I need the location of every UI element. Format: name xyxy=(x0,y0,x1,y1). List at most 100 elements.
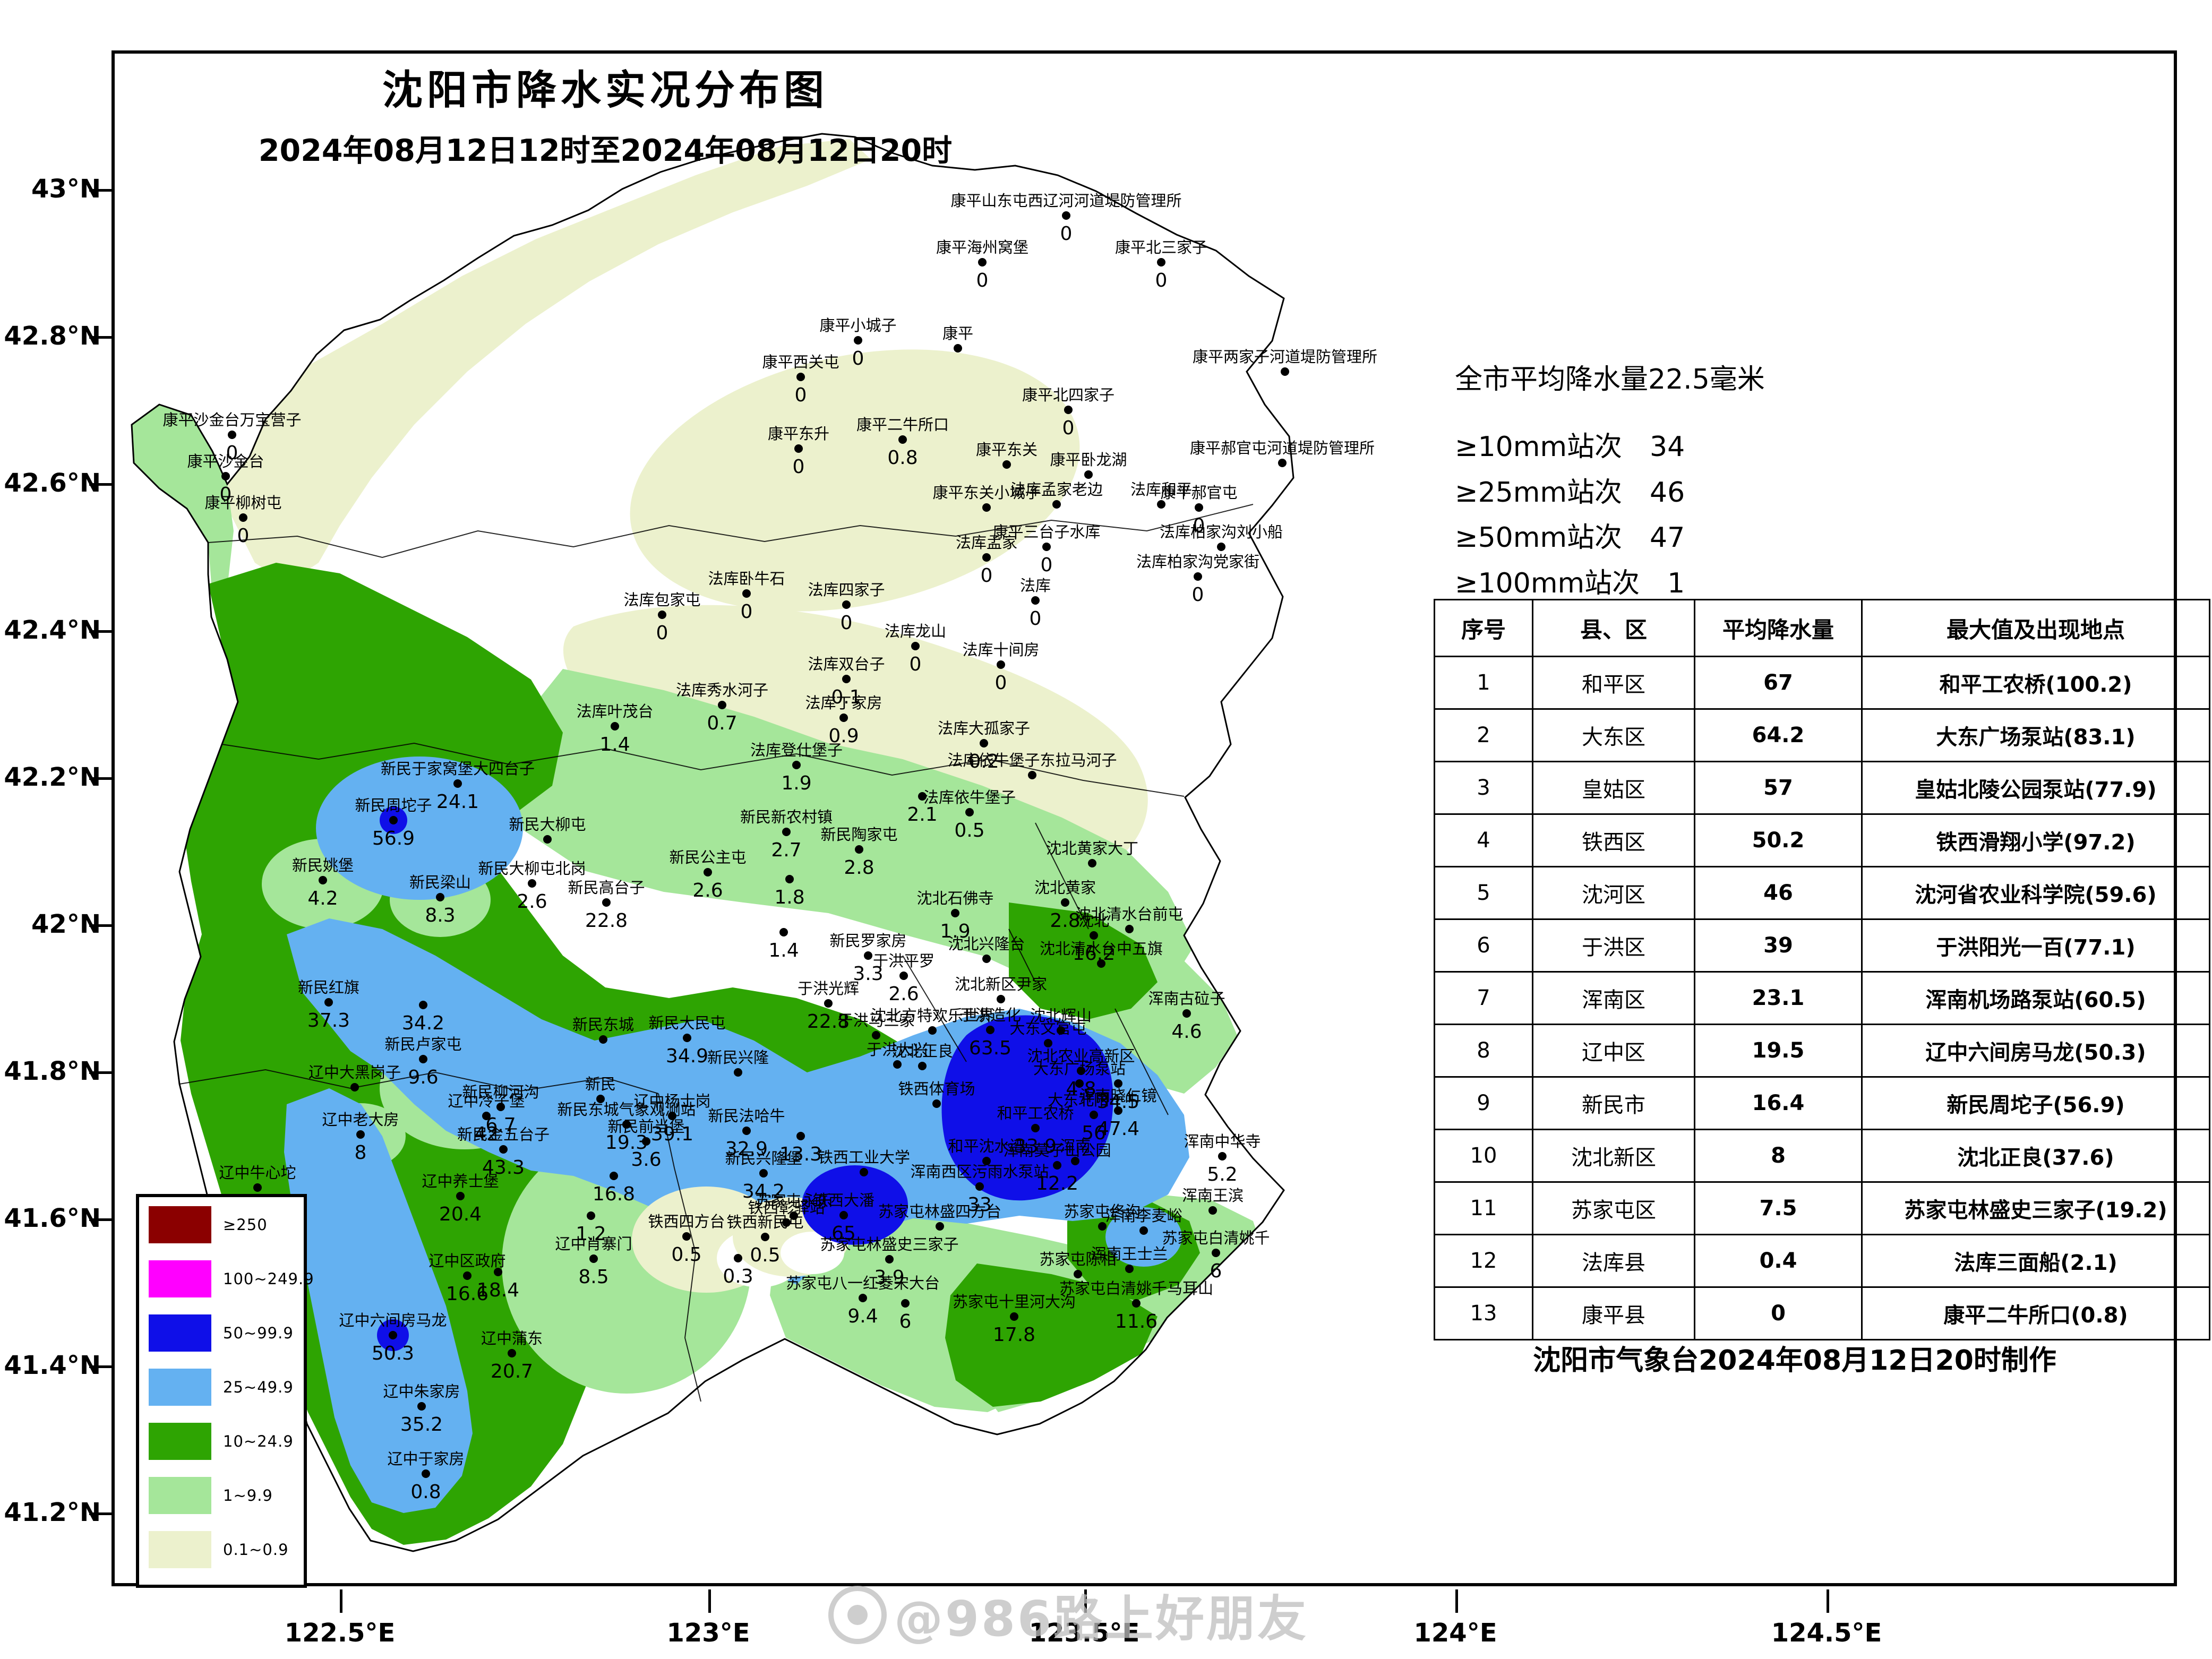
legend-swatch xyxy=(149,1206,211,1243)
station-dot xyxy=(642,1137,650,1146)
avg-precip-cell: 8 xyxy=(1694,1129,1863,1183)
station-dot xyxy=(1084,470,1093,479)
station: 新民于家窝堡大四台子 24.1 xyxy=(381,760,535,813)
station-name: 沈北新区尹家 xyxy=(955,975,1047,993)
station: 新民陶家屯 2.8 xyxy=(820,826,897,879)
station: 康平卧龙湖 xyxy=(1050,451,1127,479)
station-dot xyxy=(759,1169,768,1177)
station-value: 0 xyxy=(1193,515,1205,537)
station-name: 康平卧龙湖 xyxy=(1050,451,1127,469)
station: 新民东城 xyxy=(572,1016,634,1044)
station-value: 63.5 xyxy=(969,1037,1011,1059)
station-value: 56 xyxy=(1082,1122,1106,1144)
station: 和平工农桥 33.9 xyxy=(997,1104,1074,1157)
station-dot xyxy=(718,701,726,709)
station-dot xyxy=(1097,959,1105,968)
station-name: 新民梁山 xyxy=(409,873,471,891)
station-value: 8.3 xyxy=(425,905,455,926)
station-value: 65 xyxy=(831,1223,856,1244)
station-name: 法库柏家沟刘小船 xyxy=(1160,523,1283,541)
station-dot xyxy=(419,1001,427,1009)
station: 于洪光辉 22.8 xyxy=(798,979,859,1033)
station-dot xyxy=(928,1026,937,1035)
station-dot xyxy=(456,1192,465,1200)
station-dot xyxy=(1139,1226,1148,1235)
table-row: 12 法库县 0.4 法库三面船(2.1) xyxy=(1434,1234,2210,1288)
legend-swatch xyxy=(149,1531,211,1568)
station-value: 3.6 xyxy=(631,1149,661,1171)
station: 辽中杨士岗 39.1 xyxy=(633,1092,710,1145)
station: 新民梁山 8.3 xyxy=(409,873,471,926)
legend-swatch xyxy=(149,1423,211,1460)
lat-tick-label: 42.8°N xyxy=(4,321,101,351)
station-dot xyxy=(936,1222,944,1231)
station-name: 康平 xyxy=(942,324,973,342)
station-name: 法库包家屯 xyxy=(623,591,700,609)
seq-cell: 4 xyxy=(1434,813,1533,867)
station-dot xyxy=(1125,925,1134,933)
station: 沈北方特欢乐世界 xyxy=(871,1007,994,1035)
station: 苏家屯永乐 xyxy=(755,1192,833,1220)
lat-tick-label: 41.4°N xyxy=(4,1351,101,1380)
max-location-cell: 沈北正良(37.6) xyxy=(1861,1129,2210,1183)
station-dot xyxy=(742,589,751,598)
station-name: 辽中养士堡 xyxy=(422,1172,499,1190)
station: 浑南晓仁镜 47.4 xyxy=(1079,1087,1156,1140)
station-dot xyxy=(587,1211,595,1220)
station-value: 43.3 xyxy=(482,1157,525,1179)
station: 法库大孤家子 0.2 xyxy=(938,719,1030,772)
legend-label: 50~99.9 xyxy=(223,1324,294,1342)
station-value: 9.4 xyxy=(847,1305,878,1327)
district-cell: 苏家屯区 xyxy=(1532,1181,1695,1235)
station: 新民红旗 37.3 xyxy=(298,978,359,1031)
station: 康平郝官屯河道堤防管理所 xyxy=(1190,439,1375,467)
station-dot xyxy=(1212,1249,1220,1257)
table-row: 10 沈北新区 8 沈北正良(37.6) xyxy=(1434,1129,2210,1183)
station: 苏家屯陈相 xyxy=(1039,1250,1117,1278)
station-dot xyxy=(324,998,333,1007)
station-dot xyxy=(854,336,862,345)
station-value: 2.7 xyxy=(771,839,801,861)
station-value: 50.3 xyxy=(372,1343,414,1364)
legend-label: 1~9.9 xyxy=(223,1486,273,1505)
station-value: 34.2 xyxy=(742,1181,785,1202)
station: 苏家屯白清姚千马耳山 11.6 xyxy=(1059,1279,1213,1333)
station-dot xyxy=(1157,500,1165,509)
county-boundaries xyxy=(179,504,1254,1402)
station-name: 新民东城 xyxy=(572,1016,634,1034)
station-value: 0.9 xyxy=(828,725,859,747)
station: 浑南王滨 xyxy=(1182,1187,1244,1215)
legend-row: 0.1~0.9 xyxy=(149,1523,304,1576)
station-dot xyxy=(986,1026,994,1034)
table-header: 平均降水量 xyxy=(1694,599,1863,657)
citywide-average: 全市平均降水量22.5毫米 xyxy=(1455,364,1765,396)
station-dot xyxy=(1062,211,1070,220)
station-dot xyxy=(356,1130,365,1139)
issuer-footer: 沈阳市气象台2024年08月12日20时制作 xyxy=(1533,1345,2056,1377)
station-name: 新民大柳屯北岗 xyxy=(478,859,586,878)
lat-tick-label: 43°N xyxy=(31,174,101,204)
station: 康平海州窝堡 0 xyxy=(936,238,1028,291)
station: 康平两家子河道堤防管理所 xyxy=(1193,348,1377,376)
station: 苏家屯林盛四方台 xyxy=(878,1202,1001,1231)
contour-fills xyxy=(132,134,1293,1551)
station: 浑南古砬子 4.6 xyxy=(1148,990,1225,1043)
avg-precip-cell: 39 xyxy=(1694,918,1863,973)
station-dot xyxy=(589,1254,598,1263)
station-name: 法库柏家沟党家街 xyxy=(1136,553,1259,571)
station-value: 3.9 xyxy=(874,1267,904,1288)
station: 苏家屯白清姚千 6 xyxy=(1162,1229,1270,1282)
avg-precip-cell: 57 xyxy=(1694,761,1863,815)
station-dot xyxy=(499,1145,508,1154)
station: 法库和平 xyxy=(1130,480,1192,509)
station-name: 法库依牛堡子 xyxy=(923,788,1016,806)
station-dot xyxy=(221,472,230,480)
station-value: 0 xyxy=(237,525,250,547)
station: 沈北石佛寺 1.9 xyxy=(916,889,993,942)
station-name: 于洪马三家 xyxy=(837,1011,914,1029)
lat-tick xyxy=(89,924,112,927)
station-value: 0.1 xyxy=(831,686,861,708)
station-name: 于洪造化 xyxy=(959,1006,1021,1024)
station-name: 辽中于家房 xyxy=(387,1450,464,1468)
station-name: 浑南中华寺 xyxy=(1184,1132,1261,1150)
